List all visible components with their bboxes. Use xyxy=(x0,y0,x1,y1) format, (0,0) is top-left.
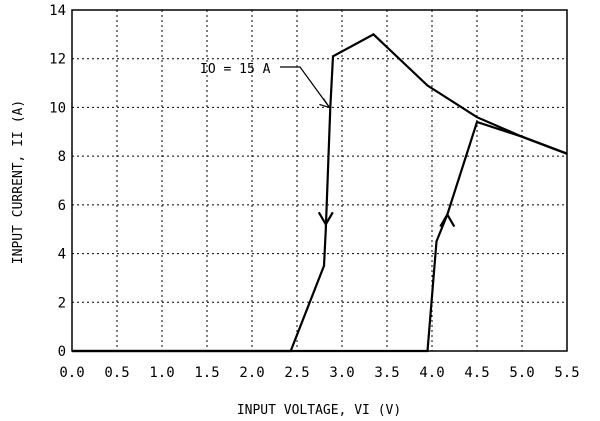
plot-frame xyxy=(71,9,568,352)
y-tick-label: 4 xyxy=(58,247,66,263)
x-axis-title: INPUT VOLTAGE, VI (V) xyxy=(237,403,401,418)
x-tick-label: 4.0 xyxy=(419,365,444,381)
y-tick-label: 2 xyxy=(58,295,66,311)
annotation-arrowhead-icon xyxy=(319,98,331,109)
series-group xyxy=(72,33,568,353)
y-axis-ticks: 0 2 4 6 8 10 12 14 xyxy=(49,3,66,360)
x-tick-label: 4.5 xyxy=(464,365,489,381)
direction-arrows xyxy=(317,211,456,228)
grid xyxy=(72,10,567,351)
x-tick-label: 0.0 xyxy=(59,365,84,381)
y-tick-label: 8 xyxy=(58,149,66,165)
y-tick-label: 10 xyxy=(49,100,66,116)
y-tick-label: 12 xyxy=(49,52,66,68)
x-tick-label: 5.0 xyxy=(509,365,534,381)
y-tick-label: 0 xyxy=(58,344,66,360)
annotation-label: IO = 15 A xyxy=(200,62,271,77)
x-tick-label: 2.5 xyxy=(284,365,309,381)
x-tick-label: 1.5 xyxy=(194,365,219,381)
y-axis-title: INPUT CURRENT, II (A) xyxy=(11,100,26,264)
annotation-group: IO = 15 A xyxy=(200,62,331,109)
series-line-1 xyxy=(72,33,568,353)
x-tick-label: 2.0 xyxy=(239,365,264,381)
x-axis-ticks: 0.0 0.5 1.0 1.5 2.0 2.5 3.0 3.5 4.0 4.5 5.0 5.5 xyxy=(59,365,579,381)
arrow-down-icon xyxy=(317,211,334,227)
y-tick-label: 14 xyxy=(49,3,66,19)
x-tick-label: 1.0 xyxy=(149,365,174,381)
arrow-up-icon xyxy=(439,212,456,228)
x-tick-label: 3.5 xyxy=(374,365,399,381)
x-tick-label: 5.5 xyxy=(554,365,579,381)
annotation-leader xyxy=(280,66,330,108)
x-tick-label: 3.0 xyxy=(329,365,354,381)
y-tick-label: 6 xyxy=(58,198,66,214)
x-tick-label: 0.5 xyxy=(104,365,129,381)
